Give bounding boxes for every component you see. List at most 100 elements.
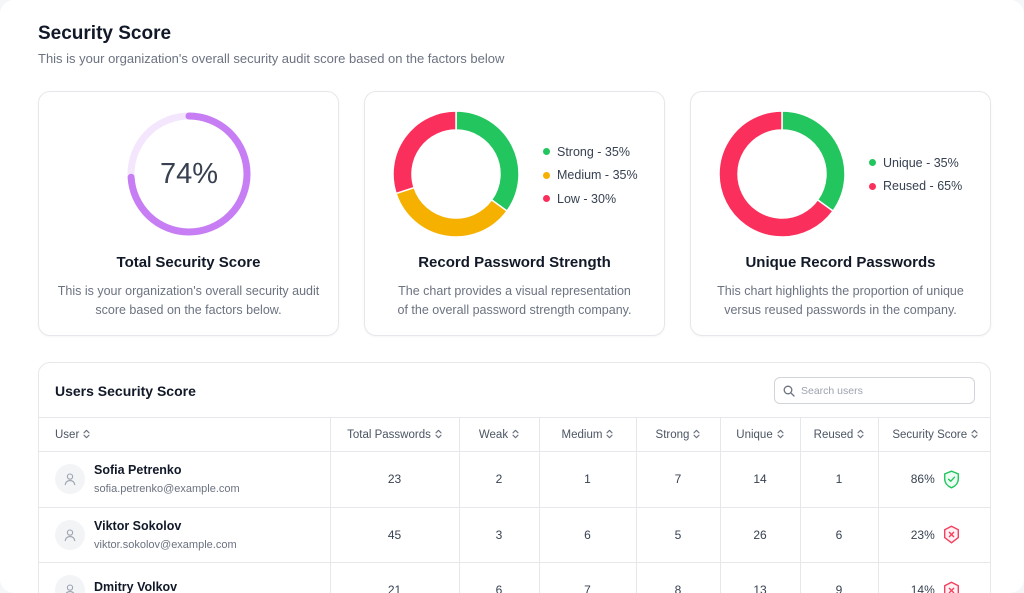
cell-total: 23	[329, 451, 459, 508]
cell-reused: 9	[799, 562, 878, 593]
score-value-wrap: 23%	[911, 525, 960, 544]
column-header[interactable]: Strong	[635, 417, 720, 452]
cell-score: 23%	[877, 507, 990, 563]
cell-reused: 1	[799, 451, 878, 508]
legend-item-strong: Strong - 35%	[543, 140, 638, 164]
legend-item-reused: Reused - 65%	[869, 175, 962, 199]
legend-label: Reused - 65%	[883, 179, 963, 194]
cell-unique: 13	[719, 562, 800, 593]
cell-user: Viktor Sokolov viktor.sokolov@example.com	[39, 507, 330, 563]
avatar	[55, 464, 85, 495]
column-header-label: Reused	[813, 428, 854, 441]
score-value-wrap: 14%	[911, 581, 960, 593]
search-icon	[783, 385, 795, 397]
page-title: Security Score	[38, 23, 172, 44]
score-ring-fill	[127, 112, 251, 236]
score-value: 74%	[159, 157, 219, 190]
donut-slice-unique	[781, 110, 846, 213]
search-box[interactable]	[774, 377, 975, 404]
donut-slice-low	[392, 110, 457, 195]
column-header-label: Security Score	[892, 428, 968, 441]
card-description-line: of the overall password strength company…	[397, 303, 632, 317]
table-row[interactable]: Dmitry Volkov 21 6 7 8 13 9 14%	[39, 562, 990, 593]
search-input[interactable]	[801, 384, 971, 397]
cell-strong: 5	[635, 507, 720, 563]
users-table: User Total Passwords Weak Medium Strong Uniqu…	[39, 417, 990, 593]
cell-unique: 14	[719, 451, 800, 508]
user-info: Viktor Sokolov viktor.sokolov@example.com	[55, 519, 330, 551]
cell-strong: 7	[635, 451, 720, 508]
table-row[interactable]: Sofia Petrenko sofia.petrenko@example.com…	[39, 451, 990, 508]
page-subtitle: This is your organization's overall secu…	[38, 51, 505, 66]
cell-weak: 2	[458, 451, 539, 508]
card-description: The chart provides a visual representati…	[379, 282, 650, 320]
total-score-card: 74% Total Security Score This is your or…	[38, 91, 339, 336]
cell-weak: 6	[458, 562, 539, 593]
user-name: Sofia Petrenko	[94, 463, 182, 478]
user-info: Dmitry Volkov	[55, 575, 330, 593]
legend-dot	[869, 159, 876, 167]
table-row[interactable]: Viktor Sokolov viktor.sokolov@example.com…	[39, 507, 990, 563]
column-header[interactable]: Weak	[458, 417, 539, 452]
card-title: Unique Record Passwords	[745, 254, 936, 271]
column-header[interactable]: Reused	[799, 417, 878, 452]
cell-total: 45	[329, 507, 459, 563]
column-header[interactable]: User	[39, 417, 330, 452]
user-email: sofia.petrenko@example.com	[94, 483, 240, 496]
column-header[interactable]: Unique	[719, 417, 800, 452]
user-icon	[64, 529, 76, 541]
score-percent: 86%	[910, 472, 935, 487]
cell-score: 14%	[877, 562, 990, 593]
shield-check-icon	[943, 470, 959, 489]
avatar	[55, 519, 85, 550]
score-gauge: 74%	[125, 110, 253, 238]
unique-legend: Unique - 35% Reused - 65%	[869, 151, 962, 198]
legend-label: Medium - 35%	[557, 168, 638, 183]
cell-total: 21	[329, 562, 459, 593]
avatar	[55, 575, 85, 593]
users-security-table-card: Users Security Score User Total Passwords…	[38, 362, 991, 593]
legend-label: Low - 30%	[557, 191, 617, 206]
table-title: Users Security Score	[55, 383, 196, 399]
donut-slice-reused	[718, 110, 835, 238]
card-description-line: score based on the factors below.	[95, 303, 282, 317]
unique-passwords-card: Unique - 35% Reused - 65% Unique Record …	[690, 91, 991, 336]
card-title: Record Password Strength	[418, 254, 611, 271]
column-header[interactable]: Medium	[538, 417, 636, 452]
score-percent: 14%	[910, 583, 935, 593]
table-body: Sofia Petrenko sofia.petrenko@example.com…	[39, 451, 990, 593]
legend-item-unique: Unique - 35%	[869, 151, 962, 175]
donut-slice-medium	[395, 186, 509, 238]
legend-item-low: Low - 30%	[543, 187, 638, 211]
card-description-line: This chart highlights the proportion of …	[717, 284, 964, 298]
sort-icon	[693, 430, 700, 439]
column-header[interactable]: Security Score	[877, 417, 990, 452]
shield-x-icon	[943, 581, 959, 593]
legend-label: Strong - 35%	[557, 144, 630, 159]
score-value-wrap: 86%	[911, 470, 960, 489]
cell-medium: 1	[538, 451, 636, 508]
card-description: This chart highlights the proportion of …	[705, 282, 976, 320]
cell-medium: 7	[538, 562, 636, 593]
cell-reused: 6	[799, 507, 878, 563]
sort-icon	[777, 430, 784, 439]
legend-dot	[543, 148, 550, 156]
cell-user: Sofia Petrenko sofia.petrenko@example.com	[39, 451, 330, 508]
sort-icon	[606, 430, 614, 439]
shield-x-icon	[943, 525, 959, 544]
column-header[interactable]: Total Passwords	[329, 417, 459, 452]
unique-donut-chart	[718, 110, 846, 238]
sort-icon	[83, 430, 90, 439]
legend-dot	[543, 171, 550, 179]
password-strength-card: Strong - 35% Medium - 35% Low - 30% Reco…	[364, 91, 665, 336]
column-header-label: Medium	[561, 428, 603, 441]
legend-item-medium: Medium - 35%	[543, 164, 638, 188]
user-icon	[64, 473, 76, 486]
sort-icon	[435, 430, 442, 439]
column-header-label: User	[55, 428, 80, 441]
card-description-line: The chart provides a visual representati…	[398, 284, 631, 298]
score-percent: 23%	[910, 527, 935, 542]
column-header-label: Strong	[655, 428, 690, 441]
cell-score: 86%	[877, 451, 990, 508]
